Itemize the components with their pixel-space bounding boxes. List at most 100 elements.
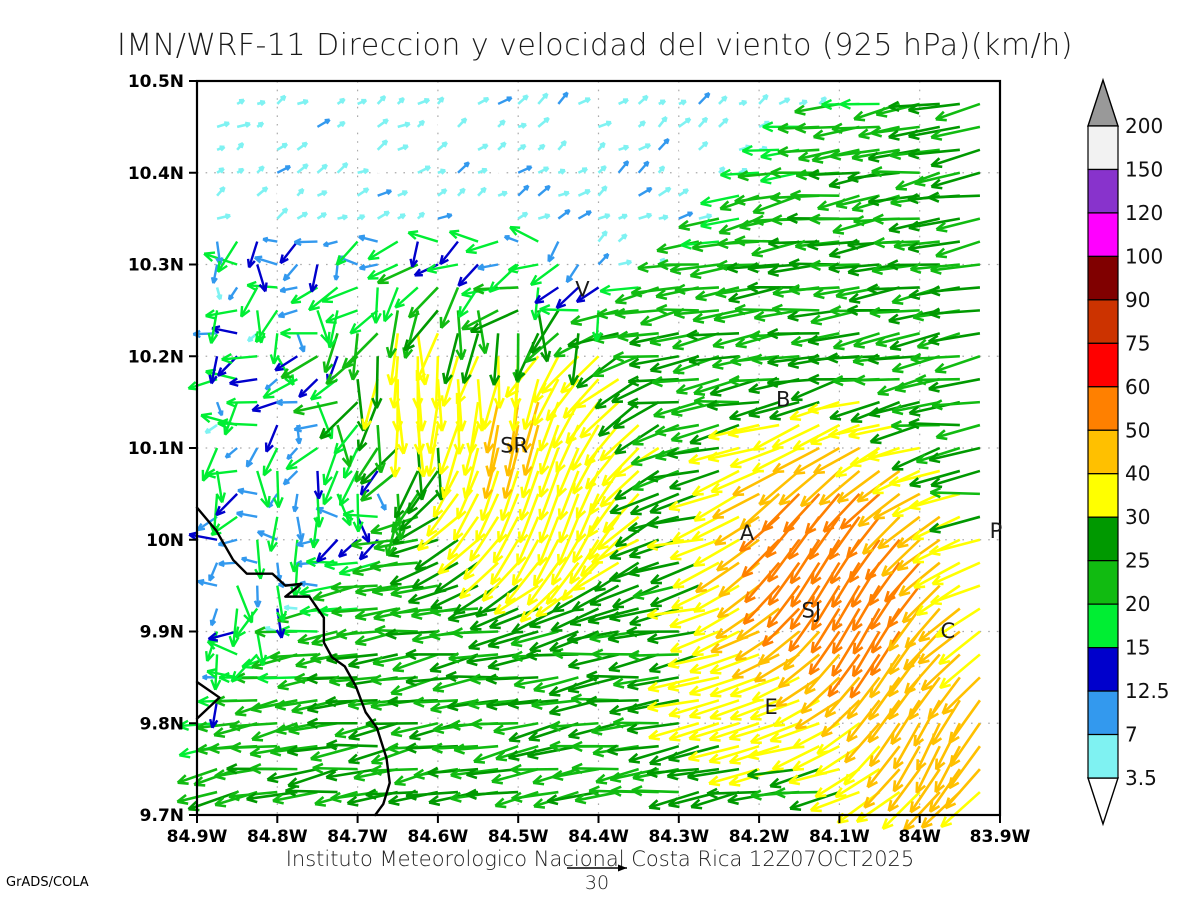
wind-arrow bbox=[370, 287, 382, 324]
wind-arrow bbox=[361, 378, 379, 431]
wind-arrow bbox=[618, 213, 628, 220]
wind-arrow bbox=[693, 492, 740, 522]
wind-arrow bbox=[637, 94, 649, 105]
wind-arrow bbox=[609, 538, 660, 560]
wind-arrow bbox=[747, 744, 800, 761]
wind-arrow bbox=[477, 96, 490, 106]
wind-arrow bbox=[456, 213, 463, 221]
colorbar-band[interactable] bbox=[1087, 690, 1119, 736]
wind-arrow bbox=[597, 141, 606, 151]
wind-arrow bbox=[497, 190, 508, 197]
wind-arrow bbox=[455, 379, 467, 432]
colorbar-band[interactable] bbox=[1087, 516, 1119, 562]
wind-arrow bbox=[843, 722, 881, 764]
wind-arrow bbox=[689, 653, 740, 675]
colorbar-band[interactable] bbox=[1087, 212, 1119, 258]
wind-arrow bbox=[774, 676, 821, 708]
wind-arrow bbox=[867, 561, 901, 607]
wind-arrow bbox=[618, 259, 633, 266]
colorbar[interactable]: 200 150 120 100 90 75 60 50 40 30 25 20 15 12.5 7 3.5 bbox=[1087, 77, 1170, 827]
wind-arrow bbox=[497, 119, 506, 128]
wind-arrow bbox=[749, 699, 800, 721]
wind-arrow bbox=[274, 699, 318, 711]
wind-arrow bbox=[831, 584, 861, 632]
colorbar-band[interactable] bbox=[1087, 386, 1119, 431]
wind-arrow bbox=[948, 699, 981, 744]
wind-arrow bbox=[941, 676, 981, 715]
wind-arrow bbox=[477, 167, 488, 174]
wind-arrow bbox=[405, 648, 458, 661]
wind-arrow bbox=[915, 374, 960, 386]
colorbar-band[interactable] bbox=[1087, 342, 1119, 388]
wind-arrow bbox=[711, 492, 760, 520]
wind-arrow bbox=[557, 140, 567, 151]
footer-institute: Instituto Meteorologico Nacional Costa R… bbox=[286, 847, 915, 871]
wind-arrow bbox=[277, 309, 298, 319]
wind-arrow bbox=[497, 96, 513, 106]
colorbar-band[interactable] bbox=[1087, 429, 1119, 475]
wind-arrow bbox=[668, 469, 720, 491]
wind-arrow bbox=[789, 584, 821, 631]
wind-arrow bbox=[204, 309, 238, 320]
wind-arrow bbox=[557, 516, 580, 566]
wind-arrow bbox=[399, 492, 439, 532]
wind-arrow bbox=[437, 168, 447, 175]
wind-arrow bbox=[626, 676, 680, 691]
wind-arrow bbox=[226, 397, 258, 408]
wind-arrow bbox=[686, 329, 740, 341]
wind-arrow bbox=[769, 722, 820, 743]
wind-arrow bbox=[316, 163, 328, 174]
wind-arrow bbox=[736, 607, 780, 641]
wind-arrow bbox=[657, 138, 670, 151]
wind-arrow bbox=[598, 213, 611, 220]
colorbar-band[interactable] bbox=[1087, 733, 1119, 779]
wind-arrow bbox=[414, 538, 459, 571]
wind-arrow bbox=[678, 117, 692, 128]
wind-arrow bbox=[322, 470, 339, 506]
wind-arrow bbox=[707, 446, 760, 463]
wind-arrow bbox=[868, 722, 901, 768]
colorbar-band[interactable] bbox=[1087, 473, 1119, 518]
wind-arrow bbox=[285, 447, 319, 471]
wind-arrow bbox=[538, 493, 560, 544]
wind-arrow bbox=[739, 492, 781, 530]
wind-arrow bbox=[752, 423, 800, 451]
wind-arrow bbox=[385, 628, 438, 640]
x-tick-label: 84.5W bbox=[488, 827, 549, 847]
colorbar-band[interactable] bbox=[1087, 168, 1119, 214]
wind-arrow bbox=[227, 286, 239, 301]
colorbar-band[interactable] bbox=[1087, 646, 1119, 692]
wind-arrow bbox=[729, 699, 780, 721]
wind-arrow bbox=[207, 310, 219, 345]
wind-arrow bbox=[391, 379, 404, 432]
wind-arrow bbox=[427, 766, 479, 778]
wind-arrow bbox=[829, 400, 880, 421]
colorbar-band[interactable] bbox=[1087, 560, 1119, 605]
wind-arrow bbox=[908, 492, 961, 511]
wind-arrow bbox=[347, 653, 399, 669]
wind-arrow bbox=[646, 630, 700, 645]
wind-arrow bbox=[415, 332, 440, 382]
wind-arrow bbox=[688, 354, 740, 366]
wind-arrow bbox=[649, 355, 700, 374]
colorbar-band[interactable] bbox=[1087, 299, 1119, 344]
colorbar-band[interactable] bbox=[1087, 125, 1119, 171]
wind-arrow bbox=[274, 355, 299, 372]
wind-arrow bbox=[251, 400, 278, 413]
wind-arrow bbox=[902, 791, 941, 832]
colorbar-band[interactable] bbox=[1087, 603, 1119, 649]
wind-arrow bbox=[631, 423, 680, 446]
wind-arrow bbox=[266, 767, 318, 784]
wind-arrow bbox=[934, 355, 981, 374]
wind-arrow bbox=[336, 190, 344, 197]
wind-arrow bbox=[396, 96, 405, 105]
wind-arrow bbox=[854, 374, 900, 386]
wind-arrow bbox=[296, 187, 305, 197]
wind-arrow bbox=[573, 378, 620, 409]
wind-arrow bbox=[657, 115, 668, 128]
colorbar-band[interactable] bbox=[1087, 255, 1119, 301]
wind-arrow bbox=[319, 401, 359, 440]
wind-arrow bbox=[524, 332, 560, 364]
wind-arrow bbox=[376, 263, 419, 285]
wind-arrow bbox=[431, 742, 479, 754]
